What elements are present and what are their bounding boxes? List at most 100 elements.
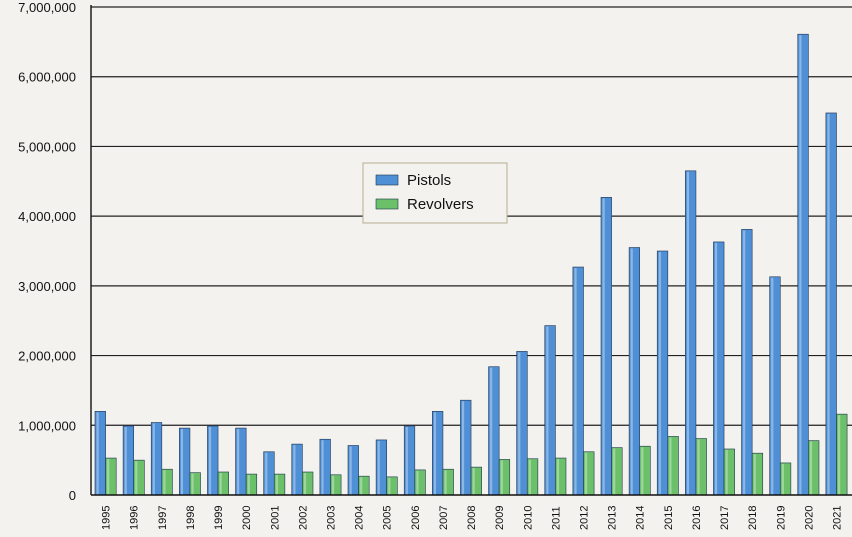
bar-revolvers-1997 [161,468,173,496]
bar-revolvers-2019 [779,462,792,496]
x-tick-label: 1996 [129,506,141,530]
bar-highlight [191,473,194,495]
y-tick-label: 5,000,000 [18,139,76,154]
bar-highlight [360,477,363,495]
bar-highlight [725,449,728,495]
bar-highlight [641,447,644,495]
bar-revolvers-2015 [667,436,679,496]
bar-revolvers-2006 [414,469,426,496]
bar-revolvers-2012 [583,451,595,496]
bar-pistols-2017 [713,241,725,496]
x-tick-label: 2004 [354,506,366,530]
y-tick-label: 3,000,000 [18,279,76,294]
y-tick-label: 1,000,000 [18,418,76,433]
x-tick-label: 2016 [691,506,703,530]
x-tick-label: 2021 [831,506,843,530]
bar-highlight [584,452,588,495]
bar-revolvers-1998 [189,472,201,496]
y-tick-label: 0 [69,488,76,503]
bar-pistols-1998 [179,427,191,496]
x-tick-label: 2007 [438,506,450,530]
bar-highlight [630,248,633,495]
bar-highlight [827,113,830,496]
x-tick-label: 2005 [382,506,394,530]
bar-highlight [265,452,268,495]
bar-pistols-2003 [319,438,331,496]
x-tick-label: 1995 [101,506,113,530]
bar-highlight [247,475,250,495]
bar-revolvers-2020 [808,440,820,496]
bar-revolvers-2005 [386,476,398,496]
bar-revolvers-2007 [442,468,454,496]
bar-pistols-2006 [403,425,416,496]
bar-pistols-2013 [600,197,612,496]
x-tick-label: 1998 [185,506,197,530]
bar-revolvers-2003 [330,474,342,496]
bar-pistols-2021 [825,112,837,496]
bar-highlight [275,475,278,495]
y-axis-tick-labels: 0 1,000,000 2,000,000 3,000,000 4,000,000 5,0… [18,0,76,503]
bar-highlight [377,440,380,495]
bar-highlight [433,412,437,495]
bar-pistols-2004 [347,445,359,496]
bar-revolvers-2016 [695,438,707,496]
x-tick-label: 2012 [578,506,590,530]
bar-highlight [444,470,447,495]
bar-highlight [753,454,756,495]
bar-revolvers-2017 [723,448,735,496]
bar-highlight [743,230,746,496]
bar-highlight [518,352,521,495]
bar-pistols-2000 [235,427,247,496]
x-tick-label: 2019 [775,506,787,530]
legend-swatch-pistols [375,174,399,186]
bar-highlight [152,423,155,495]
legend: Pistols Revolvers [362,162,508,224]
bar-revolvers-2010 [526,458,539,496]
bar-revolvers-2004 [358,475,370,496]
bar-highlight [163,470,166,495]
bar-highlight [416,470,419,495]
legend-label-pistols: Pistols [407,172,451,189]
bar-revolvers-1995 [105,457,117,496]
axes [90,5,852,496]
bar-highlight [237,429,240,495]
bar-highlight [321,440,324,495]
bar-pistols-2008 [460,399,472,496]
x-tick-label: 2000 [241,506,253,530]
bar-highlight [781,463,784,495]
bar-pistols-2015 [656,250,669,496]
bar-pistols-2009 [488,366,500,496]
x-tick-label: 2009 [494,506,506,530]
bar-highlight [208,426,212,495]
bar-highlight [658,252,661,495]
bar-pistols-2010 [516,351,528,496]
bar-revolvers-2013 [611,447,623,496]
bar-highlight [180,429,184,495]
bar-highlight [613,448,616,495]
bar-highlight [461,401,465,495]
x-tick-label: 2018 [747,506,759,530]
x-tick-label: 1999 [213,506,225,530]
bar-revolvers-2001 [273,473,286,496]
x-tick-label: 2006 [410,506,422,530]
bar-pistols-2016 [685,170,697,496]
bar-highlight [799,35,802,496]
bar-pistols-2014 [628,247,641,496]
x-tick-label: 2014 [635,506,647,530]
bar-highlight [388,477,391,495]
bar-revolvers-2018 [751,452,764,496]
bar-revolvers-2008 [470,466,482,496]
bar-highlight [349,446,352,495]
bar-highlight [96,412,99,495]
bar-highlight [809,441,813,495]
bar-highlight [714,242,718,495]
legend-swatch-revolvers [375,198,399,210]
bar-highlight [107,459,110,495]
x-axis-tick-labels: 1995 1996 1997 1998 1999 2000 2001 2002 2003 2004… [101,506,844,530]
bar-pistols-1997 [150,422,163,496]
bar-highlight [697,439,700,495]
bar-pistols-2011 [544,325,556,496]
y-tick-label: 2,000,000 [18,349,76,364]
bar-highlight [556,459,560,495]
